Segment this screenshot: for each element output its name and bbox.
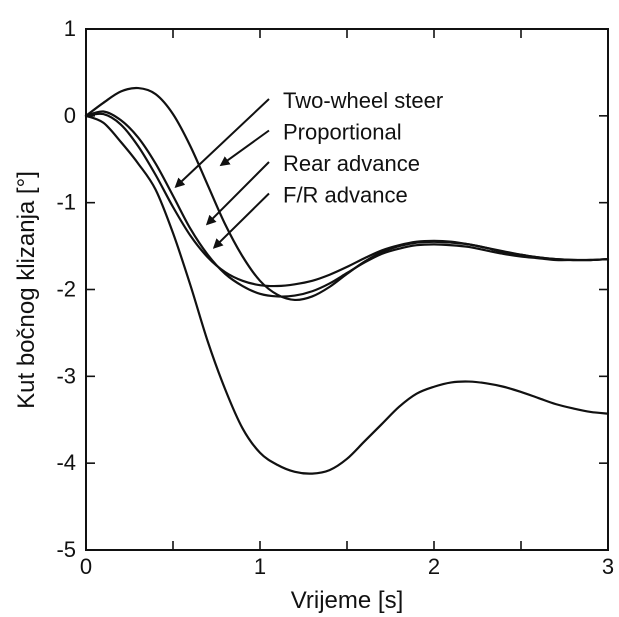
y-tick-label: -2 — [56, 277, 76, 302]
legend-label: F/R advance — [283, 183, 408, 208]
y-tick-label: -4 — [56, 450, 76, 475]
legend-label: Two-wheel steer — [283, 88, 443, 113]
y-tick-label: -3 — [56, 363, 76, 388]
legend-arrow — [205, 161, 270, 226]
y-tick-label: -1 — [56, 190, 76, 215]
y-tick-label: -5 — [56, 537, 76, 562]
legend-arrow — [212, 192, 270, 249]
legend-label: Rear advance — [283, 151, 420, 176]
x-tick-label: 1 — [254, 554, 266, 579]
legend-arrow — [219, 129, 270, 167]
x-axis-title: Vrijeme [s] — [291, 587, 403, 614]
series-line-3 — [84, 110, 610, 298]
y-tick-label: 1 — [64, 16, 76, 41]
legend: Two-wheel steer Proportional Rear advance F… — [174, 88, 443, 249]
tick-labels: 0 1 2 3 1 0 -1 -2 -3 -4 -5 — [56, 16, 614, 579]
series-line-2 — [84, 112, 610, 288]
x-tick-label: 0 — [80, 554, 92, 579]
legend-arrow — [174, 98, 270, 189]
y-axis-title: Kut bočnog klizanja [°] — [13, 171, 40, 409]
series-line-0 — [84, 114, 610, 475]
x-tick-label: 3 — [602, 554, 614, 579]
series-lines — [84, 86, 610, 475]
legend-label: Proportional — [283, 120, 402, 145]
x-tick-label: 2 — [428, 554, 440, 579]
y-tick-label: 0 — [64, 103, 76, 128]
